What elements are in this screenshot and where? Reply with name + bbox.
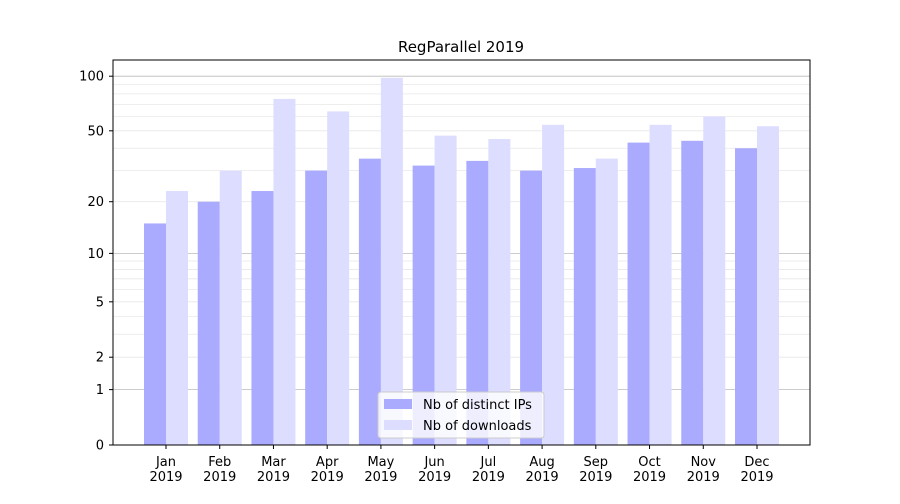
x-tick-label: Oct 2019: [633, 455, 666, 485]
bar-downloads: [595, 158, 618, 446]
y-tick-label: 2: [96, 351, 104, 366]
legend-label: Nb of downloads: [423, 419, 532, 434]
legend-swatch: [384, 399, 412, 409]
bar-distinct-ips: [466, 160, 489, 445]
bar-downloads: [757, 126, 779, 445]
bar-distinct-ips: [520, 170, 543, 445]
x-tick-label: Feb 2019: [203, 455, 236, 485]
bar-distinct-ips: [573, 168, 596, 445]
legend: Nb of distinct IPs Nb of downloads: [377, 391, 545, 439]
x-tick-label: May 2019: [364, 455, 397, 485]
x-tick-label: Mar 2019: [257, 455, 290, 485]
x-tick-label: Nov 2019: [687, 455, 720, 485]
bar-distinct-ips: [305, 170, 328, 445]
bar-distinct-ips: [681, 140, 704, 445]
y-tick-label: 0: [96, 439, 104, 454]
bar-distinct-ips: [412, 165, 435, 445]
bar-downloads: [434, 135, 457, 445]
x-tick-label: Dec 2019: [740, 455, 773, 485]
bar-distinct-ips: [358, 158, 381, 446]
bar-downloads: [542, 124, 565, 446]
bar-downloads: [166, 191, 188, 445]
x-tick-label: Jul 2019: [472, 455, 505, 485]
y-tick-label: 20: [87, 195, 104, 210]
bar-distinct-ips: [197, 201, 220, 445]
y-tick-label: 10: [87, 247, 104, 262]
x-tick-label: Aug 2019: [526, 455, 559, 485]
y-tick-label: 1: [96, 383, 104, 398]
chart-title: RegParallel 2019: [398, 38, 524, 56]
legend-label: Nb of distinct IPs: [423, 398, 532, 413]
bar-distinct-ips: [735, 148, 757, 445]
bar-downloads: [488, 139, 511, 446]
legend-swatch: [384, 420, 412, 430]
bar-distinct-ips: [251, 191, 274, 445]
y-tick-label: 50: [87, 124, 104, 139]
y-tick-label: 5: [96, 295, 104, 310]
bar-distinct-ips: [627, 142, 650, 445]
bar-downloads: [703, 116, 726, 445]
bar-downloads: [273, 98, 296, 445]
bar-distinct-ips: [144, 223, 166, 445]
x-tick-label: Jun 2019: [418, 455, 451, 485]
bar-downloads: [219, 170, 242, 445]
x-tick-label: Jan 2019: [149, 455, 182, 485]
x-tick-label: Apr 2019: [311, 455, 344, 485]
y-tick-label: 100: [79, 70, 104, 85]
plot-frame: [112, 59, 811, 446]
bar-downloads: [649, 124, 672, 446]
bar-downloads: [380, 77, 403, 445]
x-tick-label: Sep 2019: [579, 455, 612, 485]
legend-box: [377, 391, 545, 439]
bar-downloads: [327, 111, 350, 445]
